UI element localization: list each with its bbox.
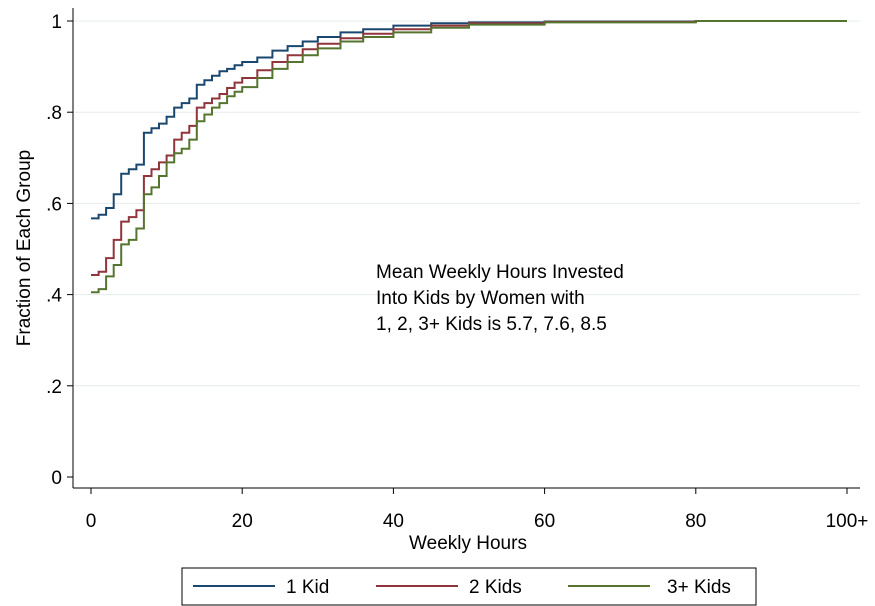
x-tick-label-2: 40 [383, 511, 404, 532]
annotation-line-1: Mean Weekly Hours Invested [376, 262, 624, 283]
y-tick-label-3: .6 [46, 194, 62, 215]
y-axis-label: Fraction of Each Group [14, 150, 35, 346]
y-tick-label-4: .8 [46, 103, 62, 124]
y-tick-label-2: .4 [46, 286, 62, 307]
x-ticks: 0 20 40 60 80 100+ [86, 488, 869, 532]
annotation: Mean Weekly Hours Invested Into Kids by … [376, 262, 624, 335]
y-ticks: 0 .2 .4 .6 .8 1 [46, 12, 73, 489]
annotation-line-3: 1, 2, 3+ Kids is 5.7, 7.6, 8.5 [376, 314, 607, 335]
x-tick-label-1: 20 [232, 511, 253, 532]
legend-box [181, 567, 757, 606]
axes [72, 8, 860, 489]
legend-label-1-kid: 1 Kid [286, 577, 329, 598]
y-tick-label-1: .2 [46, 377, 62, 398]
annotation-line-2: Into Kids by Women with [376, 288, 585, 309]
series-lines [91, 20, 847, 294]
x-tick-label-5: 100+ [826, 511, 869, 532]
y-tick-label-5: 1 [51, 12, 62, 33]
legend-label-3plus-kids: 3+ Kids [667, 577, 731, 598]
x-tick-label-3: 60 [534, 511, 555, 532]
series-line-1-kid [91, 20, 847, 220]
x-axis-label: Weekly Hours [409, 533, 527, 554]
x-tick-label-0: 0 [86, 511, 97, 532]
series-line-2-kids [91, 20, 847, 276]
gridlines [74, 20, 860, 387]
series-line-3plus-kids [91, 20, 847, 294]
y-tick-label-0: 0 [51, 468, 62, 489]
x-tick-label-4: 80 [685, 511, 706, 532]
legend: 1 Kid 2 Kids 3+ Kids [181, 567, 757, 606]
legend-label-2-kids: 2 Kids [469, 577, 522, 598]
